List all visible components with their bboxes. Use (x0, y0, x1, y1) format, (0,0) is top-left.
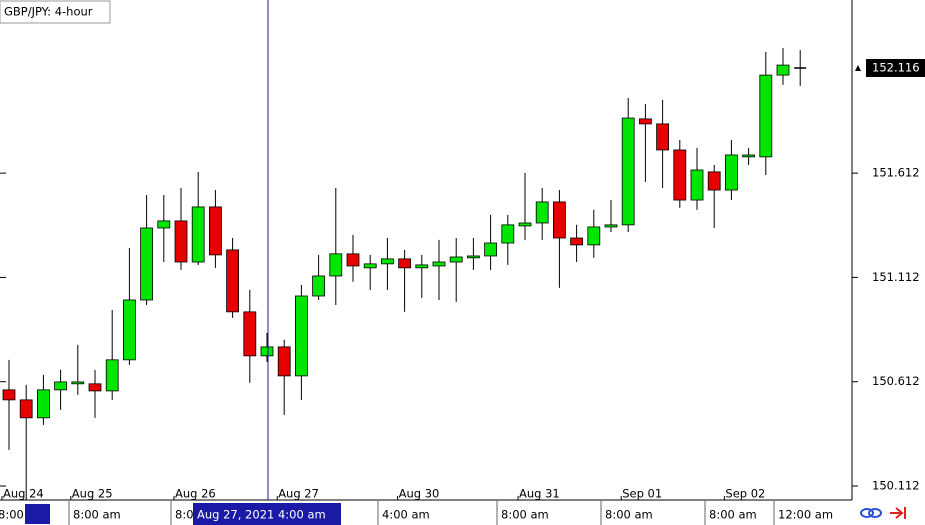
last-price-marker (855, 65, 861, 72)
candle-body (432, 261, 446, 267)
candle-body (639, 118, 652, 125)
candle-body (88, 383, 102, 392)
x-tick-label: Sep 01 (622, 487, 662, 501)
last-price-box (866, 59, 925, 78)
toolbar-icons (860, 507, 906, 519)
candle-body (501, 224, 515, 244)
candle-body (742, 154, 755, 158)
y-tick-label: 151.112 (872, 270, 920, 284)
candle-body (277, 346, 291, 377)
candle-body (466, 255, 480, 259)
cursor-marker (25, 504, 50, 524)
candle-body (191, 206, 205, 263)
candle-body (294, 295, 308, 377)
candle-body (157, 220, 171, 229)
x-tick-label: Aug 27 (278, 487, 319, 501)
plot-area (2, 47, 807, 500)
candle-body (449, 256, 463, 263)
candle-body (226, 249, 240, 313)
chart-title: GBP/JPY: 4-hour (4, 5, 93, 19)
time-label: 4:00 am (382, 508, 430, 522)
candle-body (776, 64, 790, 76)
link-icon[interactable] (860, 508, 882, 518)
time-label: 8:00 am (501, 508, 549, 522)
candle-body (518, 222, 532, 227)
candle-body (553, 201, 566, 239)
time-label: 8:00 am (73, 508, 121, 522)
candle-body (19, 399, 33, 419)
candle-body (621, 117, 635, 226)
last-price-label: 152.116 (872, 61, 920, 75)
candle-body (415, 264, 429, 269)
candle-body (140, 227, 154, 301)
time-bar (0, 501, 925, 525)
x-tick-label: Aug 24 (3, 487, 44, 501)
title-box (0, 0, 111, 24)
time-label: 8:00 am (709, 508, 757, 522)
candle-body (673, 149, 687, 201)
candle-body (725, 154, 738, 191)
candle-body (484, 242, 498, 257)
candle-body (2, 389, 16, 401)
crosshair-label: Aug 27, 2021 4:00 am (197, 508, 326, 522)
x-tick-label: Aug 31 (519, 487, 560, 501)
x-tick-label: Aug 25 (72, 487, 113, 501)
x-tick-label: Sep 02 (725, 487, 765, 501)
candle-body (398, 258, 412, 269)
candle-body (363, 263, 377, 269)
candle-body (71, 381, 85, 385)
candle-body (329, 253, 343, 277)
candle-body (346, 253, 360, 267)
candle-body (312, 275, 326, 297)
candle-body (759, 74, 773, 158)
x-tick-label: Aug 26 (175, 487, 216, 501)
y-tick-label: 151.612 (872, 166, 920, 180)
crosshair-label-box (193, 503, 341, 525)
candle-body (604, 224, 618, 228)
candle-body (707, 171, 721, 191)
candle-body (380, 258, 394, 265)
time-label: 8:00 am (605, 508, 653, 522)
candle-body (54, 381, 67, 391)
candle-body (260, 346, 274, 357)
candle-body (587, 226, 601, 246)
y-tick-label: 150.612 (872, 374, 920, 388)
candle-body (656, 123, 669, 151)
candle-body (243, 311, 257, 357)
candle-body (690, 169, 704, 201)
time-label: 12:00 am (778, 508, 833, 522)
candle-body (570, 237, 583, 246)
candle-body (123, 299, 136, 361)
candle-body (535, 201, 549, 224)
candle-body (37, 389, 50, 419)
candle-body (105, 359, 119, 392)
y-tick-label: 150.112 (872, 479, 920, 493)
scroll-end-icon[interactable] (890, 507, 906, 519)
candle-body (174, 220, 188, 263)
x-tick-label: Aug 30 (399, 487, 440, 501)
candle-body (208, 206, 222, 256)
